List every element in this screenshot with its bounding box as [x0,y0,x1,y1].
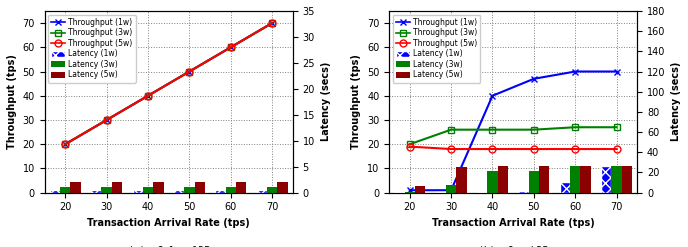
Bar [143,187,153,193]
Y-axis label: Throughput (tps): Throughput (tps) [7,54,17,149]
Bar [601,166,612,193]
Bar [405,192,415,193]
X-axis label: Transaction Arrival Rate (tps): Transaction Arrival Rate (tps) [87,218,250,228]
Bar [477,192,487,193]
Bar [518,191,528,193]
Bar [236,182,246,193]
Bar [70,182,80,193]
Bar [174,190,184,193]
Bar [91,190,101,193]
Bar [215,190,226,193]
Bar [195,182,205,193]
Bar [153,182,164,193]
Title: (a)  GolevelDB: (a) GolevelDB [127,245,210,247]
Bar [528,171,539,193]
Bar [446,185,456,193]
Bar [112,182,122,193]
X-axis label: Transaction Arrival Rate (tps): Transaction Arrival Rate (tps) [432,218,594,228]
Bar [277,182,288,193]
Bar [487,171,497,193]
Bar [226,187,236,193]
Title: (b)  CouchDB: (b) CouchDB [478,245,548,247]
Bar [539,166,550,193]
Bar [560,182,570,193]
Y-axis label: Latency (secs): Latency (secs) [671,62,681,142]
Bar [60,187,70,193]
Bar [497,166,508,193]
Bar [436,192,446,193]
Bar [570,166,581,193]
Bar [415,185,425,193]
Bar [612,166,622,193]
Y-axis label: Throughput (tps): Throughput (tps) [352,54,361,149]
Bar [184,187,195,193]
Y-axis label: Latency (secs): Latency (secs) [321,62,330,142]
Bar [622,166,632,193]
Bar [50,190,60,193]
Legend: Throughput (1w), Throughput (3w), Throughput (5w), Latency (1w), Latency (3w), L: Throughput (1w), Throughput (3w), Throug… [393,15,480,82]
Bar [267,187,277,193]
Bar [133,190,143,193]
Bar [257,190,267,193]
Bar [101,187,112,193]
Legend: Throughput (1w), Throughput (3w), Throughput (5w), Latency (1w), Latency (3w), L: Throughput (1w), Throughput (3w), Throug… [48,15,136,82]
Bar [456,167,466,193]
Bar [581,166,591,193]
Bar [394,192,405,193]
